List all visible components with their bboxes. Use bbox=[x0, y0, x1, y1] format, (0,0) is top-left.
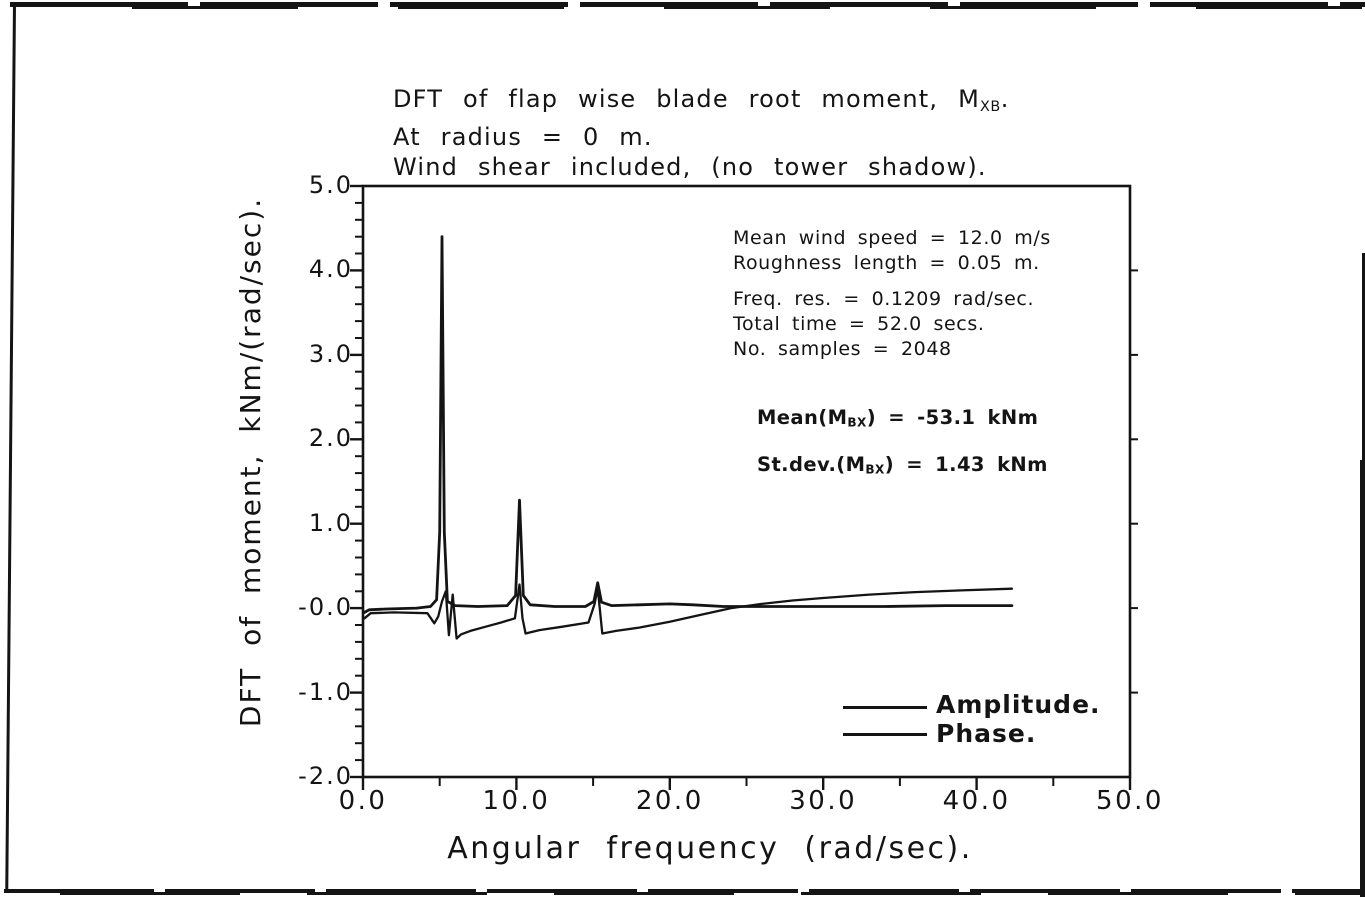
x-tick-label: 10.0 bbox=[482, 786, 551, 816]
annotation-wind-conditions: Mean wind speed = 12.0 m/s Roughness len… bbox=[733, 226, 1051, 276]
x-tick-label: 20.0 bbox=[635, 786, 704, 816]
chart-title: DFT of flap wise blade root moment, MXB.… bbox=[393, 84, 1010, 182]
stdev-value: ) = 1.43 kNm bbox=[884, 453, 1048, 476]
stdev-label-subscript: BX bbox=[865, 462, 885, 477]
annotation-sampling-info: Freq. res. = 0.1209 rad/sec. Total time … bbox=[733, 287, 1034, 362]
title-line2-text: At radius = 0 m. bbox=[393, 123, 653, 152]
legend-swatch-phase bbox=[843, 733, 927, 736]
x-axis-title: Angular frequency (rad/sec). bbox=[447, 831, 973, 866]
y-tick-label: 4.0 bbox=[308, 255, 353, 284]
y-tick-label: 2.0 bbox=[308, 424, 353, 453]
chart-title-line-1: DFT of flap wise blade root moment, MXB. bbox=[393, 84, 1010, 122]
y-tick-label: -1.0 bbox=[298, 677, 353, 706]
annotation-num-samples: No. samples = 2048 bbox=[733, 338, 952, 360]
annotation-mean-moment: Mean(MBX) = -53.1 kNm bbox=[757, 406, 1038, 430]
title-line1-subscript: XB bbox=[979, 99, 1001, 116]
legend-label-phase: Phase. bbox=[936, 719, 1037, 748]
chart-title-line-3: Wind shear included, (no tower shadow). bbox=[393, 152, 1010, 182]
x-tick-label: 30.0 bbox=[789, 786, 858, 816]
title-line3-text: Wind shear included, (no tower shadow). bbox=[393, 153, 987, 182]
scan-artifact-right-thick bbox=[1360, 460, 1365, 897]
annotation-roughness-length: Roughness length = 0.05 m. bbox=[733, 252, 1040, 274]
x-tick-label: 40.0 bbox=[942, 786, 1011, 816]
y-tick-label: 5.0 bbox=[308, 171, 353, 199]
annotation-total-time: Total time = 52.0 secs. bbox=[733, 313, 985, 335]
legend-label-amplitude: Amplitude. bbox=[936, 690, 1101, 719]
scan-artifact-bottom bbox=[4, 889, 1365, 893]
y-tick-label: -0.0 bbox=[298, 593, 353, 622]
series-phase bbox=[363, 583, 1014, 640]
legend-swatch-amplitude bbox=[843, 706, 927, 709]
scan-artifact-top bbox=[10, 2, 1365, 7]
scan-artifact-top-overlay bbox=[40, 6, 1365, 9]
scan-artifact-bottom-overlay bbox=[0, 892, 1365, 895]
mean-value: ) = -53.1 kNm bbox=[866, 406, 1039, 429]
mean-label-subscript: BX bbox=[847, 415, 867, 430]
mean-label-prefix: Mean(M bbox=[757, 406, 848, 429]
title-line1-text: DFT of flap wise blade root moment, M bbox=[393, 85, 980, 113]
annotation-freq-resolution: Freq. res. = 0.1209 rad/sec. bbox=[733, 288, 1035, 310]
annotation-stdev-moment: St.dev.(MBX) = 1.43 kNm bbox=[757, 453, 1048, 477]
x-tick-label: 0.0 bbox=[338, 786, 388, 816]
y-tick-label: -2.0 bbox=[298, 762, 353, 790]
series-amplitude bbox=[363, 235, 1014, 614]
y-tick-label: 3.0 bbox=[308, 339, 353, 368]
stdev-label-prefix: St.dev.(M bbox=[757, 453, 866, 476]
chart-title-line-2: At radius = 0 m. bbox=[393, 122, 1010, 152]
annotation-mean-wind-speed: Mean wind speed = 12.0 m/s bbox=[733, 227, 1051, 249]
y-tick-label: 1.0 bbox=[308, 508, 353, 537]
x-tick-label: 50.0 bbox=[1096, 786, 1164, 816]
title-line1-period: . bbox=[1000, 85, 1010, 113]
